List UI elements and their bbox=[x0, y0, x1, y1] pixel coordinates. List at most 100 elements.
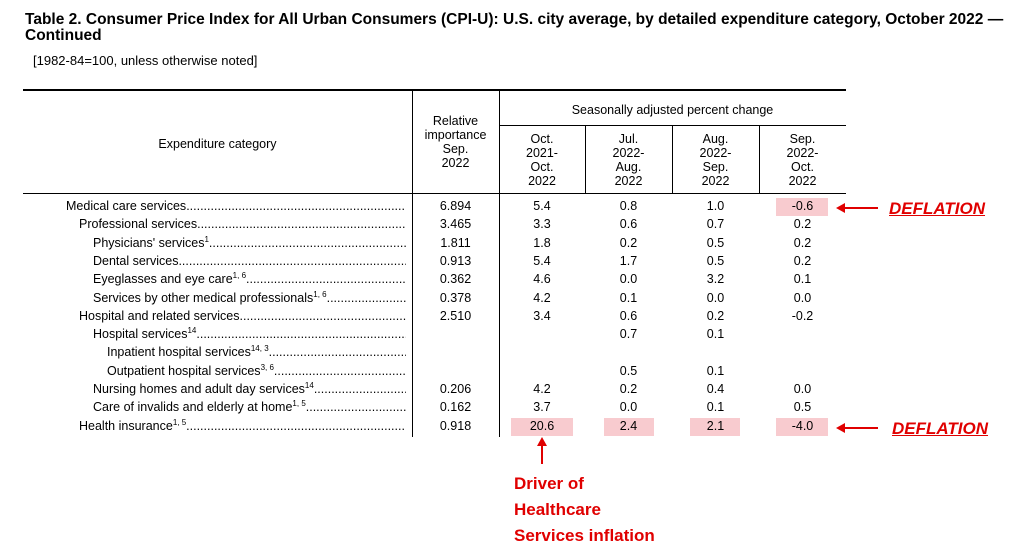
row-label: Inpatient hospital services14, 3........… bbox=[107, 344, 406, 361]
row-value-ri: 2.510 bbox=[439, 309, 472, 323]
leader-dots: ........................................… bbox=[273, 364, 406, 378]
row-value-v3: 0.1 bbox=[706, 364, 725, 378]
deflation-label-1: DEFLATION bbox=[889, 199, 986, 218]
row-value-v4: -4.0 bbox=[791, 419, 814, 433]
row-value-v1: 3.4 bbox=[533, 309, 551, 323]
leader-dots: ........................................… bbox=[196, 327, 406, 341]
leader-dots: ........................................… bbox=[186, 199, 406, 213]
row-value-v4 bbox=[759, 363, 846, 380]
row-value-v2: 0.0 bbox=[619, 272, 638, 286]
row-value-v1 bbox=[499, 344, 585, 361]
row-value-ri bbox=[412, 326, 499, 343]
row-value-ri: 3.465 bbox=[439, 217, 472, 231]
row-value-v4: 0.2 bbox=[793, 254, 812, 268]
header-period-2: Jul. 2022- Aug. 2022 bbox=[612, 132, 645, 188]
row-label: Outpatient hospital services3, 6........… bbox=[107, 363, 406, 380]
row-value-v2: 0.7 bbox=[619, 327, 638, 341]
row-value-ri bbox=[412, 344, 499, 361]
header-bottom-rule bbox=[23, 193, 846, 194]
row-value-ri: 0.918 bbox=[439, 419, 472, 433]
row-value-v4: 0.2 bbox=[793, 236, 812, 250]
leader-dots: ........................................… bbox=[305, 400, 406, 414]
importance-divider bbox=[499, 91, 500, 437]
row-value-v1 bbox=[499, 326, 585, 343]
row-value-v4: -0.6 bbox=[791, 199, 814, 213]
row-value-v3: 0.5 bbox=[706, 236, 725, 250]
highlight-health-jul-aug bbox=[604, 418, 654, 436]
row-value-v2: 0.6 bbox=[619, 309, 638, 323]
row-value-v3: 0.4 bbox=[706, 382, 725, 396]
row-value-v3: 2.1 bbox=[706, 419, 725, 433]
row-value-v1: 3.7 bbox=[533, 400, 551, 414]
row-value-v2: 1.7 bbox=[619, 254, 638, 268]
row-value-v3: 0.5 bbox=[706, 254, 725, 268]
table-top-rule bbox=[23, 89, 846, 91]
leader-dots: ........................................… bbox=[197, 217, 406, 231]
row-value-v3: 0.1 bbox=[706, 400, 725, 414]
row-value-v1: 20.6 bbox=[529, 419, 555, 433]
leader-dots: ........................................… bbox=[239, 309, 407, 323]
row-value-v3: 0.1 bbox=[706, 327, 725, 341]
row-value-v4: 0.5 bbox=[793, 400, 812, 414]
period-divider-2 bbox=[672, 126, 673, 193]
row-value-v4: 0.1 bbox=[793, 272, 812, 286]
highlight-health-oct-oct bbox=[511, 418, 573, 436]
row-label: Hospital services14.....................… bbox=[93, 326, 406, 343]
leader-dots: ........................................… bbox=[208, 236, 406, 250]
row-value-ri: 6.894 bbox=[439, 199, 472, 213]
row-value-v4: 0.0 bbox=[793, 382, 812, 396]
deflation-label-2: DEFLATION bbox=[892, 419, 989, 438]
row-value-ri: 0.378 bbox=[439, 291, 472, 305]
row-value-v3: 0.7 bbox=[706, 217, 725, 231]
row-label: Health insurance1, 5....................… bbox=[79, 418, 406, 435]
row-value-v2: 0.8 bbox=[619, 199, 638, 213]
driver-annotation: Driver of Healthcare Services inflation bbox=[514, 474, 655, 545]
row-value-ri: 0.913 bbox=[439, 254, 472, 268]
row-label: Eyeglasses and eye care1, 6.............… bbox=[93, 271, 406, 288]
row-value-v2: 0.5 bbox=[619, 364, 638, 378]
arrow-right-to-health-insurance bbox=[836, 423, 878, 433]
arrow-right-to-medical bbox=[836, 203, 878, 213]
period-divider-1 bbox=[585, 126, 586, 193]
header-period-3: Aug. 2022- Sep. 2022 bbox=[699, 132, 732, 188]
row-value-v1 bbox=[499, 363, 585, 380]
header-relative-importance: Relative importance Sep. 2022 bbox=[424, 114, 487, 170]
leader-dots: ........................................… bbox=[246, 272, 406, 286]
row-value-v1: 5.4 bbox=[533, 254, 551, 268]
row-value-v1: 5.4 bbox=[533, 199, 551, 213]
leader-dots: ........................................… bbox=[186, 419, 406, 433]
row-label: Care of invalids and elderly at home1, 5… bbox=[93, 399, 406, 416]
row-value-v1: 1.8 bbox=[533, 236, 551, 250]
row-value-v3: 0.0 bbox=[706, 291, 725, 305]
leader-dots: ........................................… bbox=[326, 291, 406, 305]
row-value-v2: 2.4 bbox=[619, 419, 638, 433]
table-subnote: [1982-84=100, unless otherwise noted] bbox=[33, 53, 258, 68]
row-value-ri: 0.162 bbox=[439, 400, 472, 414]
row-value-v2: 0.1 bbox=[619, 291, 638, 305]
category-divider bbox=[412, 91, 413, 437]
period-divider-3 bbox=[759, 126, 760, 193]
leader-dots: ........................................… bbox=[178, 254, 406, 268]
row-value-v2: 0.6 bbox=[619, 217, 638, 231]
row-value-v3: 3.2 bbox=[706, 272, 725, 286]
row-label: Nursing homes and adult day services14..… bbox=[93, 381, 406, 398]
row-value-v1: 4.6 bbox=[533, 272, 551, 286]
row-value-ri: 0.206 bbox=[439, 382, 472, 396]
table-title: Table 2. Consumer Price Index for All Ur… bbox=[25, 11, 1004, 44]
row-value-ri bbox=[412, 363, 499, 380]
row-label: Physicians' services1...................… bbox=[93, 235, 406, 252]
row-value-ri: 1.811 bbox=[440, 236, 471, 250]
header-period-4: Sep. 2022- Oct. 2022 bbox=[786, 132, 819, 188]
row-value-v4: -0.2 bbox=[791, 309, 814, 323]
row-value-v1: 3.3 bbox=[533, 217, 551, 231]
row-value-v4: 0.0 bbox=[793, 291, 812, 305]
row-value-v3: 0.2 bbox=[706, 309, 725, 323]
row-label: Dental services.........................… bbox=[93, 253, 406, 270]
row-value-v1: 4.2 bbox=[533, 291, 551, 305]
highlight-health-sep-oct bbox=[776, 418, 828, 436]
leader-dots: ........................................… bbox=[313, 382, 406, 396]
row-value-v3: 1.0 bbox=[706, 199, 725, 213]
row-value-v2: 0.0 bbox=[619, 400, 638, 414]
row-value-v4: 0.2 bbox=[793, 217, 812, 231]
row-value-ri: 0.362 bbox=[439, 272, 472, 286]
